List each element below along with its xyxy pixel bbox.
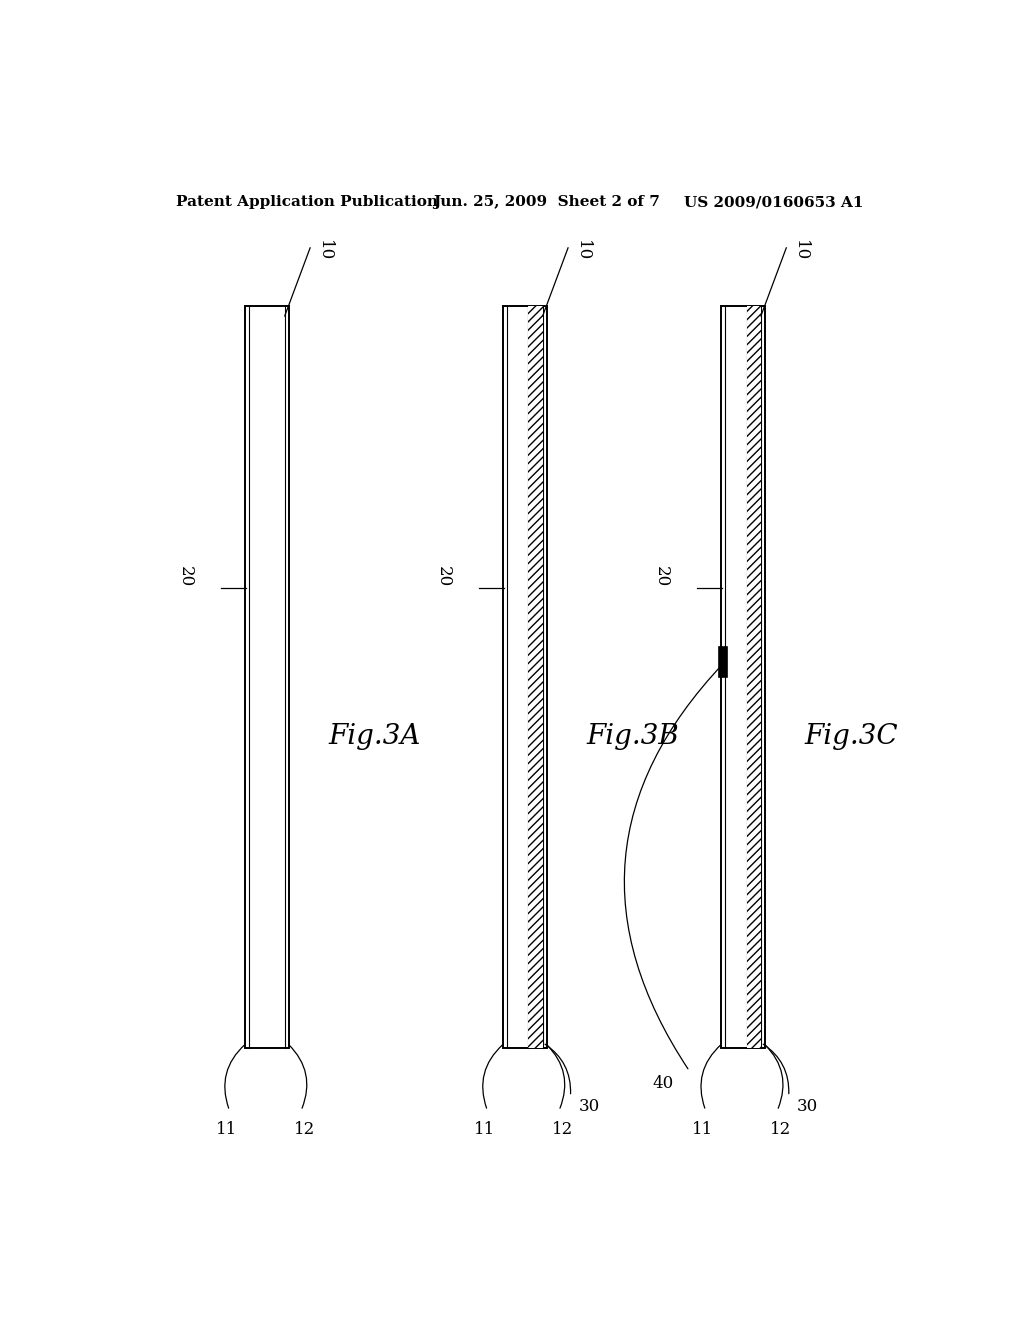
Bar (721, 306, 765, 1048)
Bar (719, 647, 727, 677)
Bar (528, 306, 543, 1048)
Text: 11: 11 (474, 1121, 495, 1138)
Text: Fig.3B: Fig.3B (587, 722, 679, 750)
Text: 11: 11 (692, 1121, 713, 1138)
Text: 11: 11 (216, 1121, 237, 1138)
Bar (503, 306, 547, 1048)
Text: Fig.3C: Fig.3C (805, 722, 898, 750)
Text: 40: 40 (652, 1074, 674, 1092)
Bar (746, 306, 761, 1048)
Text: 10: 10 (316, 240, 333, 261)
Text: 30: 30 (797, 1098, 818, 1115)
Text: Patent Application Publication: Patent Application Publication (176, 195, 437, 209)
Text: 12: 12 (770, 1121, 791, 1138)
Text: US 2009/0160653 A1: US 2009/0160653 A1 (684, 195, 863, 209)
Text: 12: 12 (294, 1121, 314, 1138)
Text: 20: 20 (177, 566, 194, 587)
Text: 10: 10 (793, 240, 809, 261)
Text: 10: 10 (573, 240, 591, 261)
Bar (245, 306, 289, 1048)
Text: 20: 20 (653, 566, 670, 587)
Text: 30: 30 (579, 1098, 600, 1115)
Text: 12: 12 (552, 1121, 572, 1138)
Text: Fig.3A: Fig.3A (329, 722, 421, 750)
Text: Jun. 25, 2009  Sheet 2 of 7: Jun. 25, 2009 Sheet 2 of 7 (433, 195, 660, 209)
Text: 20: 20 (435, 566, 452, 587)
